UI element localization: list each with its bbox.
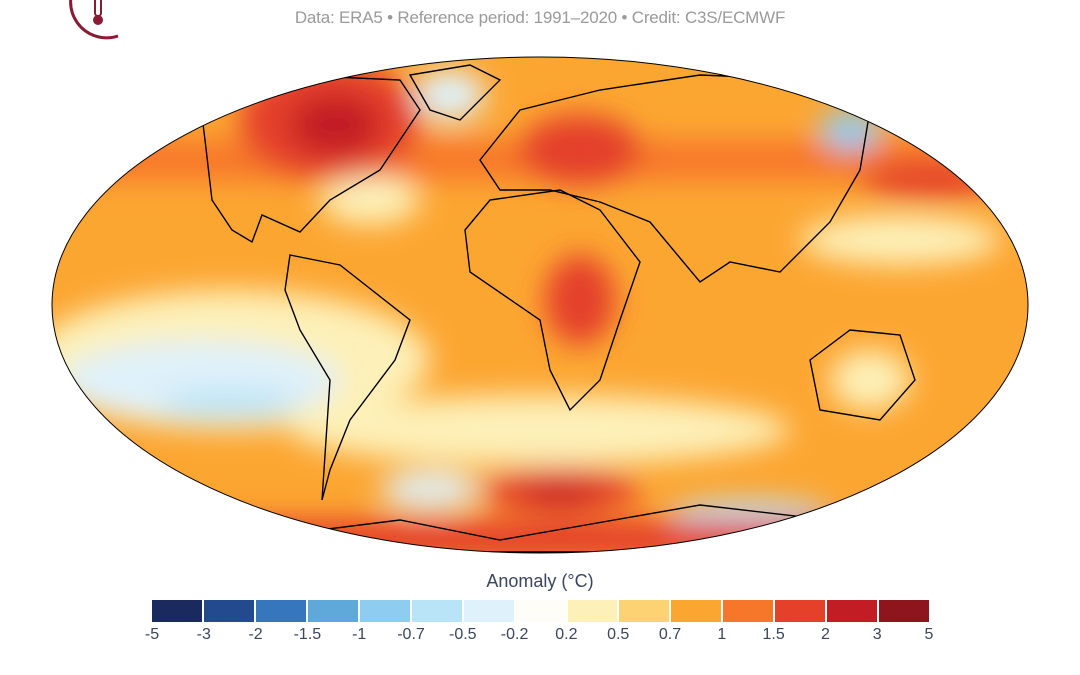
colorbar-tick-label: 1.5 xyxy=(762,626,785,643)
colorbar-swatch xyxy=(619,600,670,622)
colorbar-swatch xyxy=(723,600,774,622)
greenland-coast xyxy=(408,64,502,121)
north-america-coast xyxy=(199,74,421,244)
colorbar-tick-label: -0.2 xyxy=(500,626,529,643)
colorbar-tick-label: 3 xyxy=(872,626,882,643)
colorbar-swatch xyxy=(307,600,358,622)
legend-title: Anomaly (°C) xyxy=(486,571,594,591)
colorbar-tick-label: 5 xyxy=(924,626,934,643)
colorbar-tick-label: 0.7 xyxy=(658,626,682,643)
colorbar-swatch xyxy=(152,600,202,622)
colorbar-swatch xyxy=(411,600,462,622)
colorbar-tick-label: 1 xyxy=(717,626,727,643)
colorbar-swatch xyxy=(463,600,514,622)
colorbar-tick-label: -0.7 xyxy=(397,626,425,643)
map-subtitle: Data: ERA5 • Reference period: 1991–2020… xyxy=(294,8,786,27)
colorbar-tick-label: -1.5 xyxy=(293,626,322,643)
colorbar xyxy=(152,600,930,622)
colorbar-tick-label: -5 xyxy=(144,626,160,643)
colorbar-tick-label: -2 xyxy=(248,626,263,643)
colorbar-tick-label: -1 xyxy=(352,626,367,643)
africa-coast xyxy=(464,189,641,412)
colorbar-tick-label: 0.5 xyxy=(607,626,630,643)
colorbar-tick-label: -0.5 xyxy=(449,626,477,643)
colorbar-swatch xyxy=(515,600,566,622)
australia-coast xyxy=(809,329,916,421)
map-border xyxy=(51,56,1029,554)
south-america-coast xyxy=(284,254,411,501)
colorbar-swatch xyxy=(775,600,826,622)
colorbar-swatch xyxy=(879,600,930,622)
colorbar-swatch xyxy=(567,600,618,622)
colorbar-swatch xyxy=(255,600,306,622)
copernicus-logo xyxy=(69,0,119,40)
colorbar-swatch xyxy=(827,600,878,622)
colorbar-swatch xyxy=(203,600,254,622)
colorbar-swatch xyxy=(671,600,722,622)
colorbar-tick-label: -3 xyxy=(196,626,211,643)
anomaly-field xyxy=(52,57,1028,553)
temperature-anomaly-map xyxy=(51,56,1029,554)
colorbar-tick-label: 2 xyxy=(820,626,830,643)
colorbar-ticks: -5 -3 -2 -1.5 -1 -0.7 -0.5 -0.2 0.2 0.5 0.7 1 1.5 2 3 5 xyxy=(145,626,934,648)
eurasia-coast xyxy=(479,74,871,283)
colorbar-tick-label: 0.2 xyxy=(555,626,578,643)
colorbar-swatch xyxy=(359,600,410,622)
